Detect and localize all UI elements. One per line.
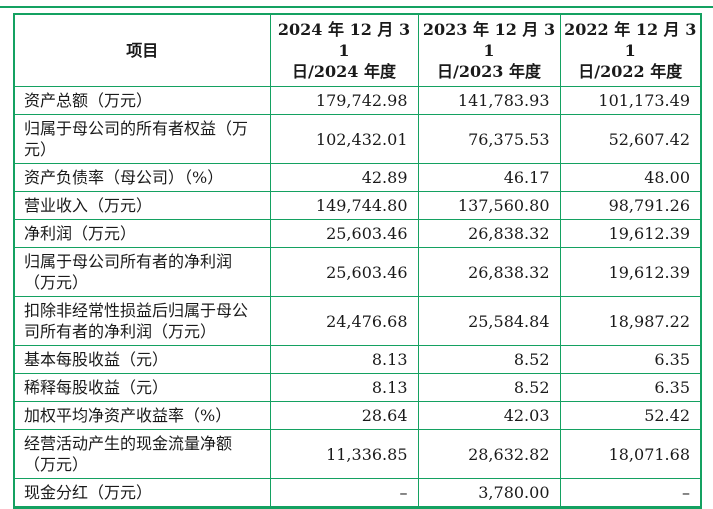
row-label: 基本每股收益（元） <box>13 345 271 374</box>
cell-2023: 137,560.80 <box>417 191 561 220</box>
cell-2023: 3,780.00 <box>417 478 561 508</box>
cell-2023: 42.03 <box>417 401 561 430</box>
table-header: 项目 2024 年 12 月 31 日/2024 年度 2023 年 12 月 … <box>13 13 702 87</box>
cell-2024: 25,603.46 <box>269 219 419 248</box>
cell-2022: 19,612.39 <box>559 219 702 248</box>
row-label: 资产负债率（母公司）（%） <box>13 163 271 192</box>
cell-2024: – <box>269 478 419 508</box>
table-row-debt-ratio: 资产负债率（母公司）（%） 42.89 46.17 48.00 <box>13 163 702 192</box>
cell-2023: 141,783.93 <box>417 86 561 115</box>
page-top-rule <box>0 6 713 8</box>
cell-2023: 26,838.32 <box>417 219 561 248</box>
row-label: 归属于母公司的所有者权益（万元） <box>13 114 271 164</box>
cell-2024: 42.89 <box>269 163 419 192</box>
cell-2024: 25,603.46 <box>269 247 419 297</box>
row-label: 营业收入（万元） <box>13 191 271 220</box>
financial-summary-table: 项目 2024 年 12 月 31 日/2024 年度 2023 年 12 月 … <box>13 13 702 509</box>
cell-2022: 19,612.39 <box>559 247 702 297</box>
cell-2022: 101,173.49 <box>559 86 702 115</box>
row-label: 净利润（万元） <box>13 219 271 248</box>
cell-2024: 179,742.98 <box>269 86 419 115</box>
table-row-weighted-roe: 加权平均净资产收益率（%） 28.64 42.03 52.42 <box>13 401 702 430</box>
table-row-operating-cash-flow: 经营活动产生的现金流量净额（万元） 11,336.85 28,632.82 18… <box>13 429 702 479</box>
column-header-2023-line2: 日/2023 年度 <box>437 62 541 81</box>
cell-2023: 8.52 <box>417 345 561 374</box>
row-label: 经营活动产生的现金流量净额（万元） <box>13 429 271 479</box>
table-row-parent-equity: 归属于母公司的所有者权益（万元） 102,432.01 76,375.53 52… <box>13 114 702 164</box>
table-row-total-assets: 资产总额（万元） 179,742.98 141,783.93 101,173.4… <box>13 86 702 115</box>
cell-2024: 11,336.85 <box>269 429 419 479</box>
cell-2024: 8.13 <box>269 345 419 374</box>
cell-2023: 25,584.84 <box>417 296 561 346</box>
column-header-2024: 2024 年 12 月 31 日/2024 年度 <box>269 13 419 87</box>
table-row-basic-eps: 基本每股收益（元） 8.13 8.52 6.35 <box>13 345 702 374</box>
column-header-2022-line1: 2022 年 12 月 31 <box>564 20 697 60</box>
table-row-net-profit: 净利润（万元） 25,603.46 26,838.32 19,612.39 <box>13 219 702 248</box>
header-row: 项目 2024 年 12 月 31 日/2024 年度 2023 年 12 月 … <box>13 13 702 87</box>
cell-2023: 28,632.82 <box>417 429 561 479</box>
table-row-deducted-net-profit: 扣除非经常性损益后归属于母公司所有者的净利润（万元） 24,476.68 25,… <box>13 296 702 346</box>
cell-2022: 18,071.68 <box>559 429 702 479</box>
cell-2022: 48.00 <box>559 163 702 192</box>
cell-2024: 8.13 <box>269 373 419 402</box>
table-row-diluted-eps: 稀释每股收益（元） 8.13 8.52 6.35 <box>13 373 702 402</box>
table-row-cash-dividend: 现金分红（万元） – 3,780.00 – <box>13 478 702 508</box>
cell-2024: 102,432.01 <box>269 114 419 164</box>
cell-2024: 28.64 <box>269 401 419 430</box>
table-body: 资产总额（万元） 179,742.98 141,783.93 101,173.4… <box>13 86 702 508</box>
cell-2023: 8.52 <box>417 373 561 402</box>
cell-2024: 149,744.80 <box>269 191 419 220</box>
cell-2024: 24,476.68 <box>269 296 419 346</box>
column-header-item: 项目 <box>13 13 271 87</box>
row-label: 加权平均净资产收益率（%） <box>13 401 271 430</box>
column-header-2022: 2022 年 12 月 31 日/2022 年度 <box>559 13 702 87</box>
cell-2022: 98,791.26 <box>559 191 702 220</box>
column-header-2024-line2: 日/2024 年度 <box>292 62 396 81</box>
column-header-2022-line2: 日/2022 年度 <box>578 62 683 81</box>
cell-2022: 52.42 <box>559 401 702 430</box>
column-header-2024-line1: 2024 年 12 月 31 <box>277 20 411 60</box>
column-header-2023: 2023 年 12 月 31 日/2023 年度 <box>417 13 561 87</box>
row-label: 现金分红（万元） <box>13 478 271 508</box>
cell-2022: – <box>559 478 702 508</box>
row-label: 资产总额（万元） <box>13 86 271 115</box>
cell-2022: 6.35 <box>559 373 702 402</box>
row-label: 归属于母公司所有者的净利润（万元） <box>13 247 271 297</box>
table-row-parent-net-profit: 归属于母公司所有者的净利润（万元） 25,603.46 26,838.32 19… <box>13 247 702 297</box>
row-label: 扣除非经常性损益后归属于母公司所有者的净利润（万元） <box>13 296 271 346</box>
cell-2023: 26,838.32 <box>417 247 561 297</box>
table-row-revenue: 营业收入（万元） 149,744.80 137,560.80 98,791.26 <box>13 191 702 220</box>
cell-2022: 52,607.42 <box>559 114 702 164</box>
cell-2023: 46.17 <box>417 163 561 192</box>
cell-2022: 18,987.22 <box>559 296 702 346</box>
column-header-2023-line1: 2023 年 12 月 31 <box>422 20 556 60</box>
row-label: 稀释每股收益（元） <box>13 373 271 402</box>
cell-2022: 6.35 <box>559 345 702 374</box>
cell-2023: 76,375.53 <box>417 114 561 164</box>
